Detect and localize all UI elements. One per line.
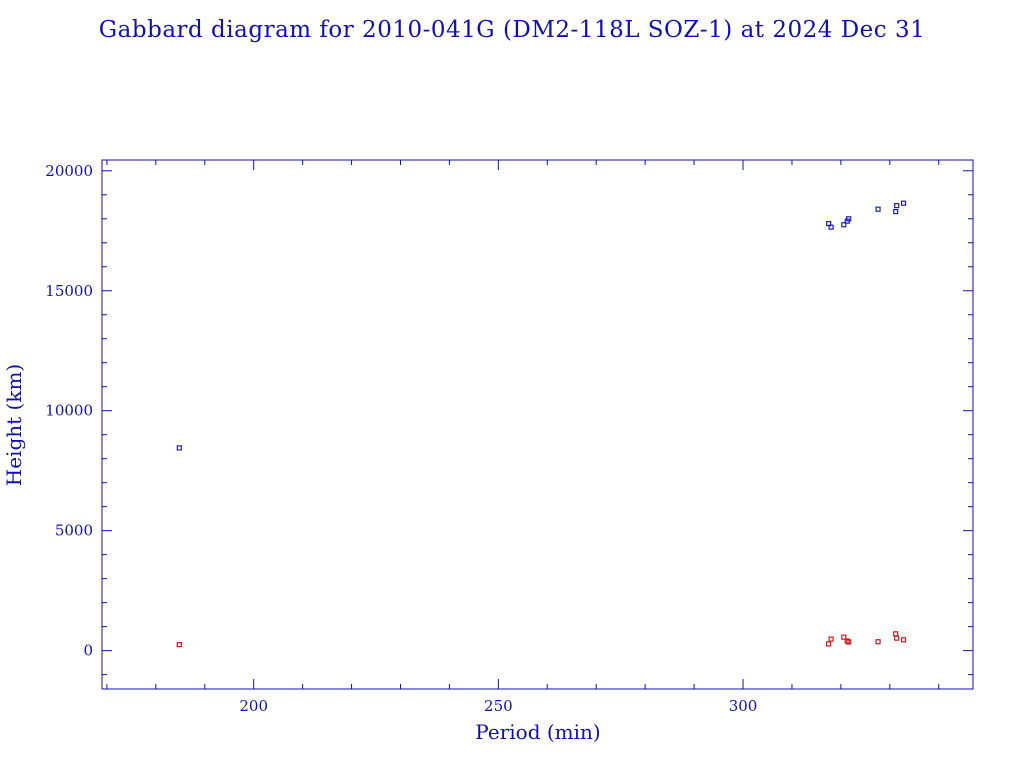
y-tick-label: 5000	[55, 522, 93, 540]
perigee-point	[900, 637, 907, 643]
apogee-point	[893, 208, 899, 215]
data-points	[176, 200, 907, 648]
apogee-point	[875, 206, 881, 212]
perigee-point	[846, 639, 852, 645]
apogee-point	[900, 200, 907, 206]
apogee-point	[841, 222, 847, 228]
perigee-point	[893, 631, 899, 637]
x-tick-label: 250	[484, 697, 513, 715]
y-tick-label: 10000	[45, 402, 93, 420]
perigee-point	[828, 636, 834, 642]
apogee-point	[894, 202, 900, 209]
x-axis-label: Period (min)	[475, 720, 600, 744]
x-tick-label: 300	[729, 697, 758, 715]
y-tick-label: 20000	[45, 162, 93, 180]
axis-ticks: 200 250 300 0 5000 10000 15000 20000	[45, 160, 973, 715]
chart-title: Gabbard diagram for 2010-041G (DM2-118L …	[99, 17, 925, 43]
perigee-point	[826, 641, 832, 647]
y-tick-label: 15000	[45, 282, 93, 300]
plot-frame	[101, 159, 974, 690]
apogee-point	[176, 445, 182, 451]
x-tick-label: 200	[239, 697, 268, 715]
perigee-point	[875, 639, 881, 645]
y-axis-label: Height (km)	[2, 364, 26, 486]
apogee-point	[828, 224, 834, 230]
y-tick-label: 0	[83, 642, 93, 660]
perigee-point	[894, 635, 900, 641]
apogee-point	[846, 216, 852, 222]
perigee-point	[841, 634, 847, 640]
perigee-point	[176, 642, 182, 648]
